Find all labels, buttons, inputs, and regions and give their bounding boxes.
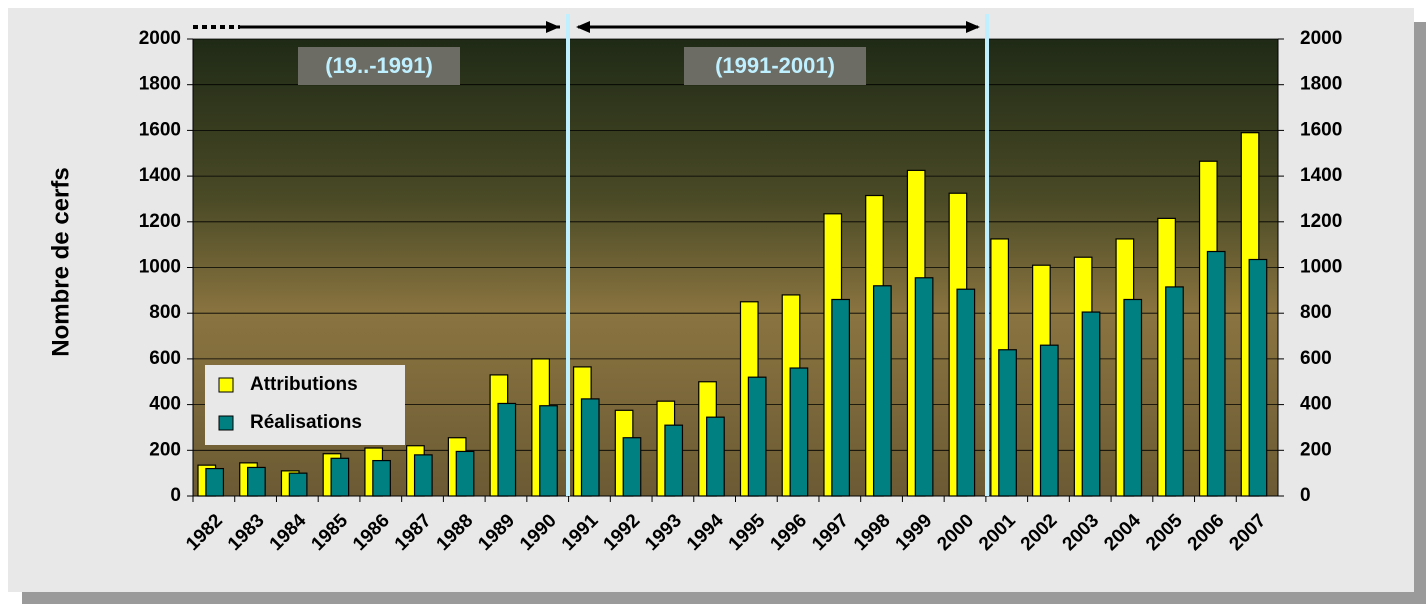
- bar: [413, 454, 433, 497]
- y2-tick-label: 1400: [1300, 165, 1342, 186]
- y-tick-label: 200: [149, 439, 181, 460]
- y-tick-label: 1200: [139, 211, 181, 232]
- bar: [664, 424, 684, 497]
- legend: [205, 365, 405, 445]
- bar: [747, 376, 767, 497]
- y2-tick-label: 1600: [1300, 119, 1342, 140]
- y2-tick-label: 600: [1300, 348, 1332, 369]
- bar: [497, 402, 517, 497]
- y2-tick-label: 800: [1300, 302, 1332, 323]
- annotation: (19..-1991): [325, 53, 433, 78]
- annotation-box: [298, 47, 460, 85]
- annotation-box: [684, 47, 866, 85]
- y2-tick-label: 400: [1300, 394, 1332, 415]
- y2-tick-label: 200: [1300, 439, 1332, 460]
- y-tick-label: 1400: [139, 165, 181, 186]
- y-tick-label: 2000: [139, 28, 181, 49]
- y-tick-label: 400: [149, 394, 181, 415]
- bar: [205, 467, 225, 497]
- bar: [455, 450, 475, 497]
- legend-swatch: [218, 415, 234, 431]
- y2-tick-label: 2000: [1300, 28, 1342, 49]
- y2-tick-label: 1000: [1300, 257, 1342, 278]
- bar: [956, 288, 976, 497]
- y-tick-label: 1800: [139, 74, 181, 95]
- y-tick-label: 600: [149, 348, 181, 369]
- bar: [1081, 311, 1101, 497]
- arrow-head: [546, 21, 560, 33]
- bar: [789, 367, 809, 497]
- bar: [831, 298, 850, 497]
- bar: [288, 472, 308, 497]
- bar: [1206, 250, 1226, 497]
- bar: [580, 398, 600, 497]
- bar: [914, 277, 934, 497]
- legend-swatch: [218, 377, 234, 393]
- bar: [706, 416, 725, 497]
- bar: [1248, 258, 1268, 497]
- y2-tick-label: 1200: [1300, 211, 1342, 232]
- bar: [622, 437, 642, 497]
- y2-tick-label: 0: [1300, 485, 1311, 506]
- y-tick-label: 1000: [139, 257, 181, 278]
- annotation: (1991-2001): [715, 53, 835, 78]
- legend-label: Attributions: [250, 374, 358, 395]
- bar: [247, 466, 266, 497]
- y-axis-label: Nombre de cerfs: [47, 167, 74, 356]
- bar: [998, 349, 1017, 497]
- bar: [372, 459, 391, 497]
- y-tick-label: 800: [149, 302, 181, 323]
- plot: [187, 38, 1284, 502]
- legend-label: Réalisations: [250, 412, 362, 433]
- y2-tick-label: 1800: [1300, 74, 1342, 95]
- bar: [539, 405, 558, 497]
- bar: [1123, 298, 1143, 497]
- y-tick-label: 0: [170, 485, 181, 506]
- bar: [872, 285, 892, 497]
- bar: [1039, 344, 1059, 497]
- y-tick-label: 1600: [139, 119, 181, 140]
- bar: [330, 457, 350, 497]
- bar: [1165, 286, 1184, 497]
